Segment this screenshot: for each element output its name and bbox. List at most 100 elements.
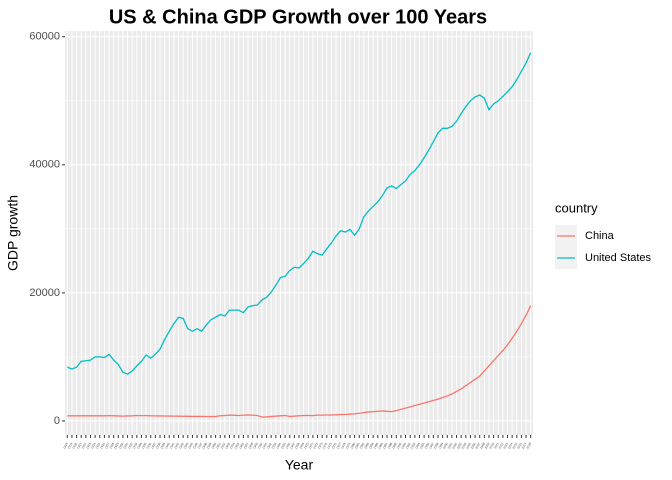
y-tick-label: 0 <box>54 415 60 427</box>
x-tick-label: 1928 <box>108 442 115 450</box>
x-tick-label: 2013 <box>502 442 509 450</box>
legend-title: country <box>555 200 598 215</box>
x-tick-label: 2006 <box>470 442 477 450</box>
x-tick-label: 1924 <box>90 442 97 450</box>
x-tick-label: 1999 <box>437 442 444 450</box>
x-tick-label: 1921 <box>76 442 83 450</box>
x-tick-label: 1944 <box>183 442 190 450</box>
x-tick-label: 1996 <box>423 442 430 450</box>
x-tick-label: 1979 <box>345 442 352 450</box>
series-line <box>67 52 532 375</box>
x-tick-label: 1980 <box>349 442 356 450</box>
x-tick-label: 1961 <box>261 442 268 450</box>
x-tick-label: 1918 <box>62 442 69 450</box>
x-tick-label: 2017 <box>521 442 528 450</box>
x-tick-label: 2008 <box>479 442 486 450</box>
x-tick-label: 2018 <box>525 442 532 450</box>
x-tick-label: 1960 <box>257 442 264 450</box>
x-axis-label: Year <box>285 457 314 473</box>
x-tick-label: 1937 <box>150 442 157 450</box>
x-tick-label: 1986 <box>377 442 384 450</box>
x-tick-label: 1981 <box>354 442 361 450</box>
x-tick-label: 2010 <box>488 442 495 450</box>
x-tick-label: 1987 <box>382 442 389 450</box>
x-tick-label: 2012 <box>498 442 505 450</box>
x-tick-label: 1997 <box>428 442 435 450</box>
x-tick-label: 2014 <box>507 442 514 450</box>
x-tick-label: 2016 <box>516 442 523 450</box>
x-tick-label: 1936 <box>145 442 152 450</box>
x-tick-label: 1977 <box>335 442 342 450</box>
x-tick-label: 1990 <box>396 442 403 450</box>
x-tick-label: 1934 <box>136 442 143 450</box>
x-tick-label: 2009 <box>484 442 491 450</box>
x-tick-label: 1962 <box>266 442 273 450</box>
x-tick-label: 1948 <box>201 442 208 450</box>
y-tick-label: 40000 <box>29 159 60 171</box>
x-tick-label: 1938 <box>155 442 162 450</box>
x-tick-label: 1978 <box>340 442 347 450</box>
x-tick-label: 1973 <box>317 442 324 450</box>
x-tick-label: 1991 <box>400 442 407 450</box>
x-tick-label: 1967 <box>289 442 296 450</box>
x-tick-label: 1945 <box>187 442 194 450</box>
chart-title: US & China GDP Growth over 100 Years <box>109 6 487 28</box>
x-tick-label: 2015 <box>512 442 519 450</box>
x-tick-label: 1970 <box>303 442 310 450</box>
x-tick-label: 1919 <box>67 442 74 450</box>
x-tick-label: 1974 <box>322 442 329 450</box>
x-tick-label: 1942 <box>173 442 180 450</box>
x-tick-label: 1932 <box>127 442 134 450</box>
x-tick-label: 1963 <box>271 442 278 450</box>
x-tick-label: 1975 <box>326 442 333 450</box>
x-tick-label: 1953 <box>224 442 231 450</box>
x-tick-label: 1982 <box>359 442 366 450</box>
x-tick-label: 1969 <box>298 442 305 450</box>
y-axis-label: GDP growth <box>5 195 21 271</box>
x-tick-label: 1957 <box>243 442 250 450</box>
x-tick-label: 1923 <box>85 442 92 450</box>
x-tick-label: 1995 <box>419 442 426 450</box>
x-tick-label: 1954 <box>229 442 236 450</box>
x-tick-label: 1927 <box>104 442 111 450</box>
x-tick-label: 1929 <box>113 442 120 450</box>
x-tick-label: 1943 <box>178 442 185 450</box>
series-line <box>67 305 532 418</box>
x-tick-label: 2002 <box>451 442 458 450</box>
x-tick-label: 1965 <box>280 442 287 450</box>
x-tick-label: 1920 <box>71 442 78 450</box>
x-tick-label: 1946 <box>192 442 199 450</box>
x-tick-label: 2004 <box>461 442 468 450</box>
x-tick-label: 1925 <box>95 442 102 450</box>
x-tick-label: 1935 <box>141 442 148 450</box>
y-tick-label: 60000 <box>29 31 60 43</box>
x-tick-label: 1949 <box>206 442 213 450</box>
x-tick-label: 1972 <box>312 442 319 450</box>
x-tick-label: 1930 <box>118 442 125 450</box>
x-tick-label: 2007 <box>474 442 481 450</box>
x-tick-label: 2003 <box>456 442 463 450</box>
x-tick-label: 1989 <box>391 442 398 450</box>
x-tick-label: 1933 <box>132 442 139 450</box>
x-tick-label: 1988 <box>386 442 393 450</box>
legend-label: United States <box>585 252 652 264</box>
x-tick-label: 1958 <box>247 442 254 450</box>
x-tick-label: 1952 <box>220 442 227 450</box>
x-tick-label: 1984 <box>368 442 375 450</box>
x-tick-label: 1939 <box>159 442 166 450</box>
x-tick-label: 1964 <box>275 442 282 450</box>
x-tick-label: 1983 <box>363 442 370 450</box>
x-tick-label: 2011 <box>493 442 500 450</box>
y-tick-label: 20000 <box>29 287 60 299</box>
x-tick-label: 1994 <box>414 442 421 450</box>
x-tick-label: 1931 <box>122 442 129 450</box>
x-tick-label: 1998 <box>433 442 440 450</box>
x-tick-label: 1950 <box>210 442 217 450</box>
x-tick-label: 1966 <box>284 442 291 450</box>
x-tick-label: 1993 <box>410 442 417 450</box>
x-tick-label: 1956 <box>238 442 245 450</box>
x-tick-label: 2000 <box>442 442 449 450</box>
x-tick-label: 1947 <box>196 442 203 450</box>
x-tick-label: 1955 <box>234 442 241 450</box>
